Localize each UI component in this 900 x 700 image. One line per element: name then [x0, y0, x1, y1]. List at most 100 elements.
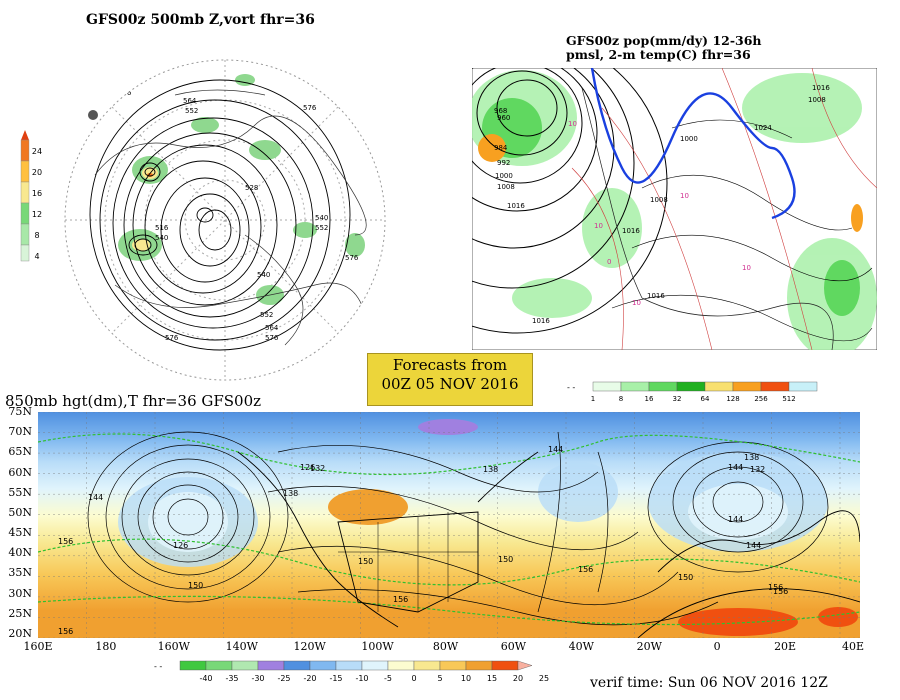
svg-text:1008: 1008 — [650, 196, 668, 204]
lon-label: 120W — [293, 640, 326, 653]
height-contour-label: 144 — [728, 515, 743, 524]
svg-text:1016: 1016 — [647, 292, 665, 300]
svg-text:1000: 1000 — [495, 172, 513, 180]
forecast-banner-line2: 00Z 05 NOV 2016 — [381, 375, 519, 393]
lon-label: 100W — [361, 640, 394, 653]
temp-colorbar-label: 25 — [539, 674, 549, 683]
lon-label: 60W — [500, 640, 527, 653]
temp-colorbar-swatch — [387, 660, 415, 671]
height-contour-label: 150 — [358, 557, 373, 566]
pop-colorbar-swatch — [676, 381, 706, 392]
svg-text:1016: 1016 — [622, 227, 640, 235]
height-contour-label: 138 — [483, 465, 498, 474]
temp-colorbar-swatch — [491, 660, 519, 671]
pop-colorbar-swatch — [648, 381, 678, 392]
svg-text:540: 540 — [257, 271, 270, 279]
temp-colorbar-label: -25 — [277, 674, 290, 683]
svg-text:10: 10 — [680, 192, 689, 200]
pop-colorbar-swatch — [592, 381, 622, 392]
vort-label-4: 8 — [34, 231, 40, 240]
svg-text:576: 576 — [165, 334, 179, 342]
panel-500mb-title: GFS00z 500mb Z,vort fhr=36 — [86, 12, 315, 28]
lon-label: 20W — [636, 640, 662, 653]
height-contour-label: 132 — [750, 465, 765, 474]
temp-colorbar-label: 15 — [487, 674, 497, 683]
lat-label: 45N — [8, 526, 32, 540]
svg-text:968: 968 — [494, 107, 507, 115]
height-contour-label: 150 — [498, 555, 513, 564]
svg-text:1000: 1000 — [680, 135, 698, 143]
lat-label: 75N — [8, 405, 32, 418]
height-contour-label: 156 — [58, 627, 73, 636]
height-contour-label: 144 — [548, 445, 563, 454]
height-contour-label: 132 — [310, 464, 325, 473]
vort-label-0: 24 — [31, 147, 43, 156]
svg-text:552: 552 — [315, 224, 328, 232]
temp-colorbar-swatch — [283, 660, 311, 671]
height-contour-label: 138 — [283, 489, 298, 498]
lat-label: 35N — [8, 566, 32, 580]
temp-colorbar-swatch — [231, 660, 259, 671]
lon-label: 160E — [23, 640, 53, 653]
temp-colorbar-label: 20 — [513, 674, 523, 683]
height-contour-label: 150 — [188, 581, 203, 590]
verif-time: verif time: Sun 06 NOV 2016 12Z — [590, 675, 828, 691]
svg-text:10: 10 — [632, 299, 641, 307]
svg-text:1016: 1016 — [812, 84, 830, 92]
height-contour-label: 144 — [746, 541, 761, 550]
pop-colorbar-label: 64 — [701, 395, 710, 403]
height-contour-label: 156 — [58, 537, 73, 546]
pop-colorbar-label: 16 — [645, 395, 654, 403]
svg-text:10: 10 — [742, 264, 751, 272]
pop-colorbar-swatch — [760, 381, 790, 392]
lat-label: 50N — [8, 505, 32, 519]
temp-colorbar-label: -10 — [355, 674, 368, 683]
lon-axis: 160E 180 160W 140W 120W 100W 80W 60W 40W 20W 0 20E 4… — [18, 640, 878, 654]
lat-label: 20N — [8, 627, 32, 640]
svg-text:576: 576 — [345, 254, 359, 262]
pop-colorbar-swatch — [732, 381, 762, 392]
vort-label-3: 12 — [31, 210, 43, 219]
temp-colorbar-label: -40 — [199, 674, 212, 683]
height-contour-label: 144 — [88, 493, 103, 502]
lon-label: 160W — [157, 640, 190, 653]
pop-colorbar-label: 1 — [591, 395, 595, 403]
lat-label: 70N — [8, 425, 32, 439]
svg-text:528: 528 — [245, 184, 258, 192]
svg-text:576: 576 — [303, 104, 317, 112]
lon-label: 40E — [841, 640, 865, 653]
temp-colorbar-label: -30 — [251, 674, 264, 683]
svg-text:1016: 1016 — [507, 202, 525, 210]
height-contour-label: 150 — [678, 573, 693, 582]
panel-850mb-title: 850mb hgt(dm),T fhr=36 GFS00z — [5, 392, 262, 410]
temp-colorbar: - - -40 -35 -30 -25 -20 -15 -10 -5 0 5 10 15 20 25 — [150, 660, 590, 694]
pop-colorbar-swatch — [788, 381, 818, 392]
svg-text:984: 984 — [494, 144, 508, 152]
svg-text:- -: - - — [154, 662, 162, 671]
lon-label: 80W — [432, 640, 459, 653]
svg-text:- -: - - — [567, 383, 575, 392]
temp-colorbar-swatch — [439, 660, 467, 671]
forecast-banner: Forecasts from 00Z 05 NOV 2016 — [367, 353, 533, 406]
temp-colorbar-label: -5 — [384, 674, 392, 683]
svg-text:540: 540 — [315, 214, 328, 222]
temp-colorbar-swatch — [413, 660, 441, 671]
pop-colorbar-graphic: - - 1 8 16 32 64 128 256 512 — [567, 381, 818, 403]
temp-colorbar-swatch — [361, 660, 389, 671]
lon-label: 180 — [95, 640, 117, 653]
lat-label: 25N — [8, 606, 32, 620]
temp-colorbar-label: -15 — [329, 674, 342, 683]
svg-text:0: 0 — [607, 258, 611, 266]
temp-colorbar-label: -20 — [303, 674, 316, 683]
pop-colorbar-label: 32 — [673, 395, 682, 403]
vort-label-1: 20 — [31, 168, 43, 177]
svg-text:10: 10 — [594, 222, 603, 230]
pop-colorbar-label: 8 — [619, 395, 623, 403]
svg-text:564: 564 — [183, 97, 197, 105]
lon-label: 0 — [713, 640, 721, 653]
forecast-banner-line1: Forecasts from — [392, 356, 508, 374]
temp-colorbar-swatch — [465, 660, 493, 671]
pop-colorbar: - - 1 8 16 32 64 128 256 512 — [565, 381, 845, 403]
